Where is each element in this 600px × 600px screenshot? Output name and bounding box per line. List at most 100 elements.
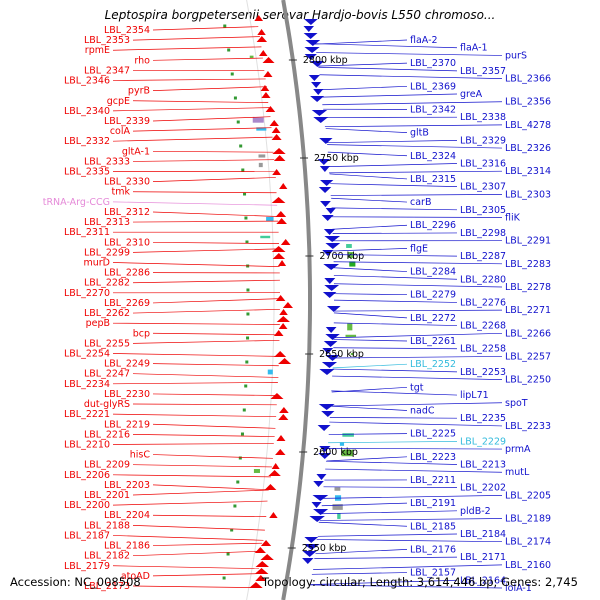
gc-marker	[239, 144, 243, 148]
left-leader-line	[152, 298, 281, 304]
feature-block	[334, 487, 341, 491]
forward-gene-arrow	[278, 323, 288, 329]
reverse-gene-arrow	[318, 404, 335, 410]
forward-gene-arrow	[271, 463, 280, 469]
left-gene-label: LBL_2269	[104, 298, 150, 309]
reverse-gene-arrow	[325, 327, 337, 333]
reverse-gene-arrow	[321, 215, 334, 221]
kbp-tick-label: 2550 kbp	[302, 543, 347, 554]
left-leader-line	[152, 423, 276, 429]
right-leader-line	[331, 216, 503, 218]
feature-block	[332, 504, 343, 510]
left-leader-line	[132, 127, 272, 132]
left-gene-label: LBL_2339	[104, 116, 150, 127]
forward-gene-arrow	[256, 36, 268, 42]
left-leader-line	[152, 177, 276, 182]
forward-gene-arrow	[271, 197, 286, 203]
left-leader-line	[132, 36, 260, 41]
reverse-gene-arrow	[322, 250, 334, 256]
left-leader-line	[112, 107, 270, 112]
feature-block	[258, 154, 266, 158]
left-gene-label: rpmE	[85, 45, 110, 56]
left-leader-line	[132, 339, 280, 344]
right-leader-line	[333, 299, 458, 303]
accession-label: Accession: NC_008508	[10, 575, 141, 589]
left-leader-line	[132, 248, 280, 253]
gc-marker	[246, 312, 250, 316]
right-gene-label: LBL_2278	[505, 282, 551, 293]
left-gene-label: LBL_2186	[104, 541, 150, 552]
right-gene-label: pldB-2	[460, 506, 491, 517]
left-leader-line	[132, 100, 269, 103]
left-gene-label: LBL_2354	[104, 25, 150, 36]
left-leader-line	[112, 443, 274, 445]
right-leader-line	[316, 52, 503, 56]
forward-gene-arrow	[254, 547, 266, 553]
reverse-gene-arrow	[305, 40, 321, 46]
reverse-gene-arrow	[311, 502, 322, 508]
right-leader-line	[309, 584, 503, 589]
right-leader-line	[325, 128, 408, 133]
backbone-arc	[281, 0, 312, 600]
forward-gene-arrow	[269, 512, 278, 518]
feature-block	[350, 352, 354, 356]
right-gene-label: lolA-1	[505, 583, 532, 594]
right-gene-label: LBL_2211	[410, 475, 456, 486]
left-gene-label: LBL_2200	[64, 500, 110, 511]
forward-gene-arrow	[275, 295, 286, 301]
right-gene-label: LBL_2271	[505, 305, 551, 316]
right-gene-label: LBL_2324	[410, 151, 456, 162]
left-leader-line	[132, 308, 280, 314]
right-gene-label: fliK	[505, 213, 521, 224]
left-leader-line	[112, 201, 278, 206]
feature-block	[253, 469, 260, 473]
forward-gene-arrow	[279, 309, 288, 315]
forward-gene-arrow	[254, 15, 264, 21]
left-leader-line	[152, 86, 267, 92]
left-gene-label: LBL_2347	[84, 65, 130, 76]
inner-ring	[246, 0, 275, 600]
reverse-gene-arrow	[322, 292, 337, 298]
right-leader-line	[320, 85, 408, 91]
right-leader-line	[316, 539, 503, 543]
feature-block	[345, 334, 357, 338]
reverse-gene-arrow	[313, 89, 324, 95]
right-leader-line	[333, 254, 458, 257]
feature-block	[342, 433, 354, 437]
left-gene-label: LBL_2311	[64, 227, 110, 238]
left-leader-line	[112, 46, 262, 51]
gc-marker	[226, 552, 230, 556]
right-gene-label: LBL_2252	[410, 359, 456, 370]
forward-gene-arrow	[276, 435, 286, 441]
left-leader-line	[152, 241, 280, 244]
feature-block	[337, 513, 341, 519]
forward-gene-arrow	[279, 407, 289, 413]
left-leader-line	[112, 413, 277, 418]
right-gene-label: LBL_2316	[460, 158, 506, 169]
reverse-gene-arrow	[313, 509, 329, 515]
forward-gene-arrow	[282, 302, 294, 308]
right-leader-line	[330, 405, 408, 411]
right-leader-line	[327, 448, 503, 450]
reverse-gene-arrow	[311, 82, 322, 88]
right-leader-line	[332, 375, 503, 380]
forward-gene-arrow	[271, 134, 282, 140]
right-gene-label: lipL71	[460, 390, 489, 401]
left-leader-line	[152, 116, 271, 122]
left-leader-line	[132, 464, 272, 468]
gc-marker	[236, 480, 240, 484]
right-gene-label: LBL_2266	[505, 328, 551, 339]
forward-gene-arrow	[272, 148, 286, 154]
right-leader-line	[325, 460, 458, 465]
right-gene-label: nadC	[410, 405, 435, 416]
right-leader-line	[321, 93, 458, 98]
left-gene-label: hisC	[130, 450, 151, 461]
reverse-gene-arrow	[323, 264, 340, 270]
gc-marker	[230, 72, 234, 76]
right-gene-label: LBL_2189	[505, 514, 551, 525]
left-gene-label: atoAD	[121, 571, 150, 582]
forward-gene-arrow	[275, 211, 287, 217]
forward-gene-arrow	[272, 253, 286, 259]
left-gene-label: LBL_2210	[64, 439, 110, 450]
left-leader-line	[132, 191, 277, 194]
